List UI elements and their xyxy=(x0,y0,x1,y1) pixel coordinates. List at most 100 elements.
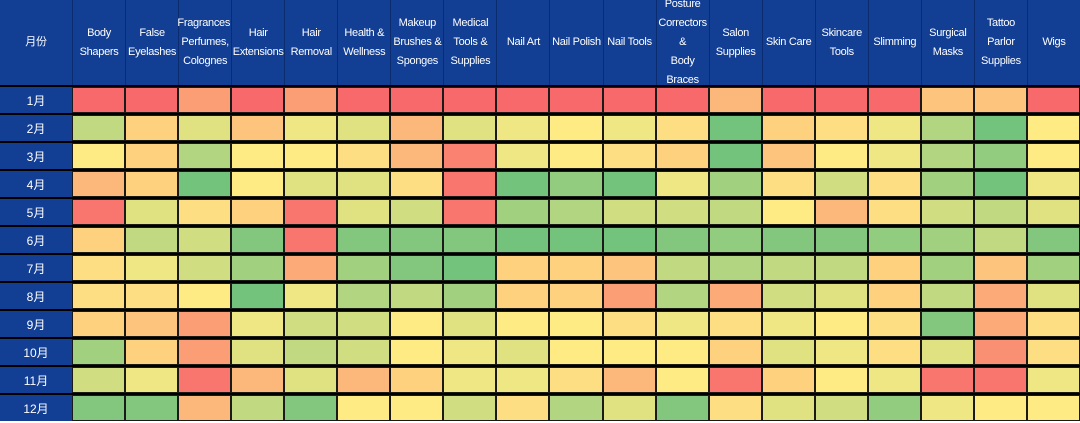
heatmap-cell xyxy=(125,115,179,141)
heatmap-cell xyxy=(708,87,762,113)
heatmap-cell xyxy=(178,143,232,169)
heatmap-cell xyxy=(178,311,232,337)
heatmap-cell xyxy=(549,143,603,169)
column-header: Body Shapers xyxy=(72,0,126,85)
heatmap-cell xyxy=(337,367,391,393)
heatmap-cell xyxy=(708,171,762,197)
heatmap-cell xyxy=(496,255,550,281)
column-header-label: Skincare Tools xyxy=(821,26,863,58)
heatmap-cell xyxy=(72,339,126,365)
heatmap-cell xyxy=(867,171,921,197)
heatmap-cell xyxy=(655,367,709,393)
column-header-label: Nail Art xyxy=(506,36,540,48)
heatmap-cell xyxy=(390,367,444,393)
heatmap-cell xyxy=(708,339,762,365)
heatmap-cell xyxy=(284,311,338,337)
heatmap-cell xyxy=(1026,395,1080,421)
row-label: 7月 xyxy=(0,255,72,281)
column-header-label: False Eyelashes xyxy=(128,26,177,58)
heatmap-cell xyxy=(443,367,497,393)
heatmap-cell xyxy=(443,87,497,113)
heatmap-cell xyxy=(231,311,285,337)
heatmap-cell xyxy=(761,255,815,281)
column-header-label: Hair Extensions xyxy=(232,26,284,58)
heatmap-cell xyxy=(761,395,815,421)
heatmap-cell xyxy=(1026,87,1080,113)
heatmap-cell xyxy=(602,227,656,253)
column-header: Posture Correctors & Body Braces xyxy=(655,0,709,86)
heatmap-cell xyxy=(390,395,444,421)
heatmap-cell xyxy=(337,143,391,169)
heatmap-cell xyxy=(761,311,815,337)
heatmap-cell xyxy=(761,171,815,197)
heatmap-cell xyxy=(761,143,815,169)
heatmap-cell xyxy=(761,367,815,393)
heatmap-cell xyxy=(125,87,179,113)
heatmap-cell xyxy=(549,171,603,197)
heatmap-cell xyxy=(920,339,974,365)
row-label: 9月 xyxy=(0,311,72,337)
heatmap-cell xyxy=(814,395,868,421)
row-label: 10月 xyxy=(0,339,72,365)
column-header-label: Tattoo Parlor Supplies xyxy=(981,17,1021,67)
heatmap-cell xyxy=(920,367,974,393)
heatmap-cell xyxy=(708,199,762,225)
heatmap-cell xyxy=(231,87,285,113)
row-divider xyxy=(0,393,1080,395)
heatmap-cell xyxy=(337,395,391,421)
heatmap-cell xyxy=(443,115,497,141)
heatmap-cell xyxy=(761,339,815,365)
column-header: Skin Care xyxy=(761,0,815,85)
heatmap-cell xyxy=(337,339,391,365)
row-label: 8月 xyxy=(0,283,72,309)
heatmap-cell xyxy=(602,255,656,281)
column-header: Skincare Tools xyxy=(814,0,868,85)
heatmap-cell xyxy=(125,227,179,253)
heatmap-cell xyxy=(602,311,656,337)
heatmap-cell xyxy=(867,283,921,309)
heatmap-cell xyxy=(867,115,921,141)
heatmap-cell xyxy=(973,227,1027,253)
heatmap-cell xyxy=(973,143,1027,169)
heatmap-cell xyxy=(1026,227,1080,253)
heatmap-cell xyxy=(867,367,921,393)
heatmap-cell xyxy=(390,87,444,113)
heatmap-cell xyxy=(867,255,921,281)
heatmap-cell xyxy=(337,87,391,113)
heatmap-cell xyxy=(390,339,444,365)
heatmap-cell xyxy=(814,199,868,225)
column-header-label: Fragrances, Perfumes, Colognes xyxy=(177,17,233,67)
heatmap-cell xyxy=(496,115,550,141)
heatmap-cell xyxy=(867,227,921,253)
heatmap-cell xyxy=(655,199,709,225)
row-divider xyxy=(0,365,1080,367)
heatmap-cell xyxy=(761,283,815,309)
heatmap-cell xyxy=(708,283,762,309)
column-header: Slimming xyxy=(867,0,921,85)
column-header-label: Health & Wellness xyxy=(343,26,386,58)
heatmap-cell xyxy=(708,395,762,421)
heatmap-cell xyxy=(443,199,497,225)
heatmap-cell xyxy=(602,143,656,169)
heatmap-cell xyxy=(72,367,126,393)
column-header: Nail Tools xyxy=(602,0,656,85)
heatmap-cell xyxy=(602,395,656,421)
heatmap-cell xyxy=(496,367,550,393)
heatmap-cell xyxy=(814,143,868,169)
heatmap-cell xyxy=(390,283,444,309)
heatmap-cell xyxy=(231,367,285,393)
heatmap-cell xyxy=(231,115,285,141)
heatmap-cell xyxy=(443,143,497,169)
heatmap-cell xyxy=(708,227,762,253)
heatmap-cell xyxy=(1026,115,1080,141)
heatmap-cell xyxy=(814,87,868,113)
heatmap-cell xyxy=(655,311,709,337)
heatmap-cell xyxy=(443,395,497,421)
row-label: 2月 xyxy=(0,115,72,141)
heatmap-cell xyxy=(390,199,444,225)
heatmap-cell xyxy=(973,395,1027,421)
heatmap-cell xyxy=(496,395,550,421)
heatmap-cell xyxy=(443,227,497,253)
heatmap-cell xyxy=(602,339,656,365)
